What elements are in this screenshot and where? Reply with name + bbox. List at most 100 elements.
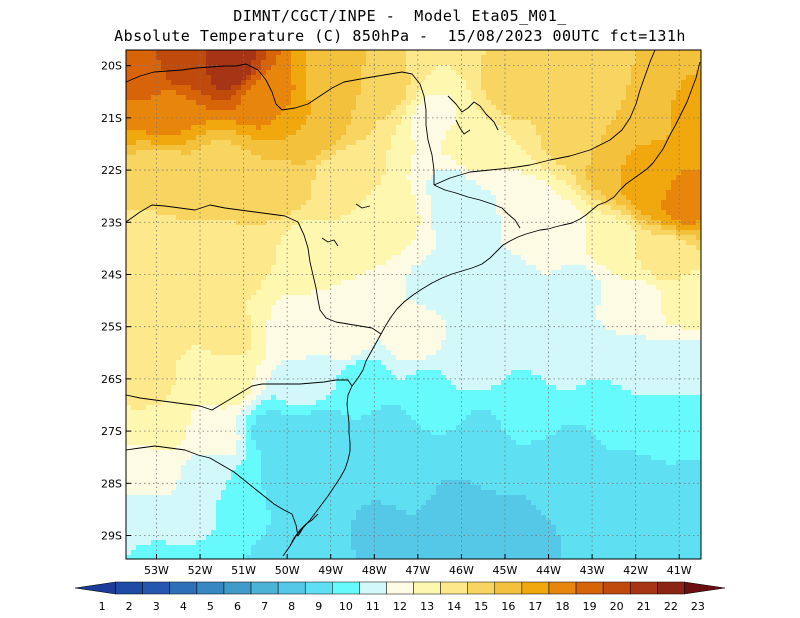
field-cell (556, 140, 562, 146)
field-cell (581, 65, 587, 71)
field-cell (191, 210, 197, 216)
field-cell (171, 260, 177, 266)
field-cell (351, 165, 357, 171)
field-cell (146, 200, 152, 206)
field-cell (576, 55, 582, 61)
field-cell (531, 140, 537, 146)
field-cell (446, 180, 452, 186)
field-cell (486, 125, 492, 131)
field-cell (266, 215, 272, 221)
field-cell (641, 125, 647, 131)
field-cell (436, 230, 442, 236)
field-cell (421, 260, 427, 266)
field-cell (276, 155, 282, 161)
field-cell (151, 245, 157, 251)
field-cell (331, 225, 337, 231)
field-cell (611, 135, 617, 141)
field-cell (141, 140, 147, 146)
field-cell (291, 235, 297, 241)
field-cell (556, 120, 562, 126)
field-cell (396, 60, 402, 66)
field-cell (626, 140, 632, 146)
field-cell (136, 265, 142, 271)
field-cell (226, 160, 232, 166)
field-cell (691, 65, 697, 71)
field-cell (511, 135, 517, 141)
field-cell (266, 60, 272, 66)
field-cell (181, 140, 187, 146)
field-cell (426, 120, 432, 126)
field-cell (301, 265, 307, 271)
field-cell (551, 185, 557, 191)
field-cell (346, 125, 352, 131)
field-cell (196, 50, 202, 56)
field-cell (486, 190, 492, 196)
field-cell (646, 260, 652, 266)
field-cell (171, 95, 177, 101)
field-cell (296, 210, 302, 216)
field-cell (176, 160, 182, 166)
field-cell (336, 130, 342, 136)
field-cell (196, 225, 202, 231)
field-cell (286, 90, 292, 96)
field-cell (161, 235, 167, 241)
field-cell (181, 210, 187, 216)
field-cell (541, 260, 547, 266)
field-cell (686, 165, 692, 171)
field-cell (551, 100, 557, 106)
field-cell (601, 250, 607, 256)
field-cell (296, 170, 302, 176)
field-cell (386, 240, 392, 246)
field-cell (541, 65, 547, 71)
field-cell (571, 175, 577, 181)
field-cell (306, 50, 312, 56)
field-cell (146, 75, 152, 81)
field-cell (641, 65, 647, 71)
field-cell (311, 255, 317, 261)
field-cell (501, 240, 507, 246)
field-cell (606, 170, 612, 176)
field-cell (581, 100, 587, 106)
field-cell (226, 155, 232, 161)
field-cell (336, 85, 342, 91)
field-cell (376, 70, 382, 76)
field-cell (306, 85, 312, 91)
field-cell (156, 225, 162, 231)
field-cell (481, 90, 487, 96)
field-cell (326, 90, 332, 96)
field-cell (546, 65, 552, 71)
field-cell (391, 160, 397, 166)
field-cell (271, 265, 277, 271)
field-cell (211, 175, 217, 181)
field-cell (441, 65, 447, 71)
field-cell (186, 50, 192, 56)
field-cell (266, 125, 272, 131)
field-cell (331, 65, 337, 71)
field-cell (651, 245, 657, 251)
field-cell (221, 180, 227, 186)
field-cell (171, 70, 177, 76)
field-cell (151, 100, 157, 106)
field-cell (466, 200, 472, 206)
field-cell (516, 240, 522, 246)
field-cell (456, 75, 462, 81)
field-cell (631, 55, 637, 61)
field-cell (676, 235, 682, 241)
field-cell (626, 195, 632, 201)
field-cell (226, 120, 232, 126)
field-cell (696, 175, 701, 181)
field-cell (401, 185, 407, 191)
field-cell (161, 240, 167, 246)
field-cell (306, 105, 312, 111)
field-cell (206, 55, 212, 61)
field-cell (591, 70, 597, 76)
field-cell (616, 185, 622, 191)
field-cell (526, 205, 532, 211)
field-cell (601, 205, 607, 211)
field-cell (501, 50, 507, 56)
field-cell (391, 205, 397, 211)
field-cell (151, 180, 157, 186)
field-cell (481, 250, 487, 256)
field-cell (541, 80, 547, 86)
field-cell (311, 155, 317, 161)
